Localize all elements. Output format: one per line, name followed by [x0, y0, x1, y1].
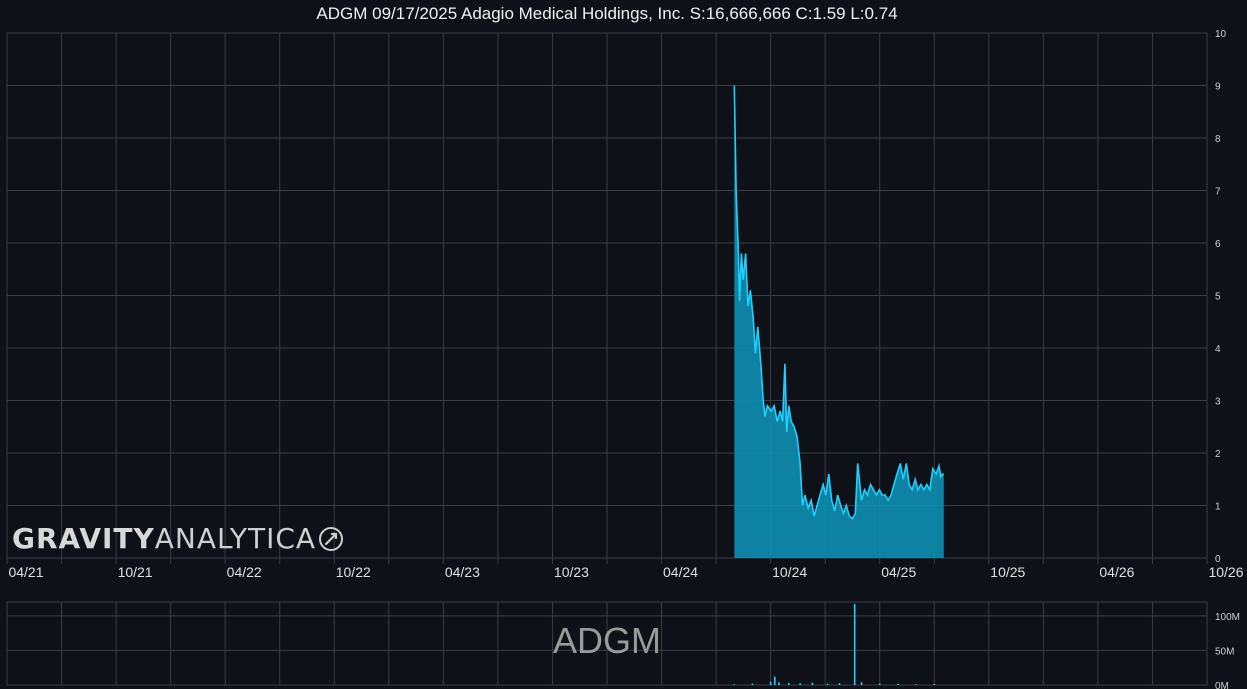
volume-bar — [853, 604, 856, 685]
logo-text-bold: GRAVITY — [12, 522, 155, 555]
logo-text-light: ANALYTICA — [154, 522, 317, 555]
volume-bar — [838, 683, 841, 685]
volume-bar — [788, 682, 790, 685]
volume-symbol-label: ADGM — [553, 620, 661, 661]
volume-bar — [811, 682, 814, 685]
y-tick-label: 9 — [1215, 82, 1221, 93]
x-tick-label: 10/26 — [1208, 564, 1243, 580]
y-tick-label: 6 — [1215, 239, 1221, 250]
x-tick-label: 04/22 — [227, 564, 262, 580]
chart-title: ADGM 09/17/2025 Adagio Medical Holdings,… — [316, 4, 898, 23]
y-tick-label: 1 — [1215, 502, 1221, 513]
y-tick-label: 7 — [1215, 187, 1221, 198]
x-tick-label: 04/26 — [1099, 564, 1134, 580]
x-tick-label: 10/25 — [990, 564, 1025, 580]
x-tick-label: 10/22 — [336, 564, 371, 580]
volume-y-tick-label: 50M — [1215, 646, 1234, 657]
volume-bar — [860, 682, 863, 685]
volume-y-tick-label: 100M — [1215, 612, 1240, 623]
y-tick-label: 8 — [1215, 134, 1221, 145]
volume-y-tick-label: 0M — [1215, 681, 1229, 689]
y-tick-label: 5 — [1215, 292, 1221, 303]
y-tick-label: 4 — [1215, 344, 1221, 355]
volume-bar — [915, 684, 917, 685]
x-tick-label: 10/21 — [118, 564, 153, 580]
price-line — [733, 85, 945, 520]
x-tick-label: 04/24 — [663, 564, 698, 580]
x-tick-label: 10/23 — [554, 564, 589, 580]
y-tick-label: 10 — [1215, 29, 1227, 40]
volume-bar — [933, 683, 936, 685]
volume-bar — [751, 683, 754, 685]
volume-bar — [769, 681, 772, 685]
price-area — [734, 85, 944, 558]
x-tick-label: 04/25 — [881, 564, 916, 580]
volume-bar — [799, 683, 801, 685]
y-tick-label: 2 — [1215, 449, 1221, 460]
y-tick-label: 0 — [1215, 554, 1221, 565]
volume-bar — [878, 683, 881, 685]
y-tick-label: 3 — [1215, 397, 1221, 408]
gravity-analytica-logo: GRAVITY ANALYTICA — [12, 522, 344, 555]
x-tick-label: 10/24 — [772, 564, 807, 580]
volume-bar — [778, 682, 780, 685]
x-tick-label: 04/23 — [445, 564, 480, 580]
x-tick-label: 04/21 — [8, 564, 43, 580]
rocket-icon — [319, 526, 344, 551]
volume-bar — [897, 683, 899, 685]
volume-bar — [733, 684, 736, 685]
volume-bar — [774, 676, 776, 685]
volume-bar — [826, 683, 829, 685]
